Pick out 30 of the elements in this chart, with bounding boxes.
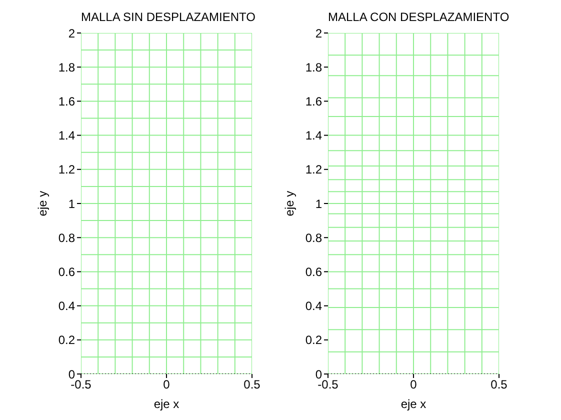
y-tick-label: 0.2 — [58, 333, 76, 348]
y-tick-label: 0.6 — [305, 264, 322, 279]
chart-title: MALLA CON DESPLAZAMIENTO — [328, 10, 510, 24]
y-tick-label: 0.4 — [305, 299, 322, 314]
y-tick-label: 0.2 — [305, 333, 322, 348]
x-tick-label: 0.5 — [244, 378, 261, 392]
y-tick-label: 1.8 — [58, 60, 76, 74]
y-tick-label: 1 — [315, 196, 322, 211]
x-tick-label: 0.5 — [490, 378, 508, 392]
y-tick-label: 2 — [68, 26, 76, 40]
x-axis-title: eje x — [154, 397, 180, 411]
chart-title: MALLA SIN DESPLAZAMIENTO — [81, 10, 256, 24]
x-tick-label: 0 — [410, 378, 418, 392]
y-tick-label: 0.6 — [58, 264, 76, 279]
y-axis-title: eje y — [282, 190, 296, 216]
y-tick-label: 1.2 — [58, 162, 76, 177]
y-tick-label: 1.8 — [305, 60, 322, 74]
y-tick-label: 1.6 — [58, 94, 76, 108]
y-tick-label: 1.6 — [305, 94, 322, 108]
y-tick-label: 0.8 — [305, 230, 322, 245]
y-tick-label: 0.4 — [58, 299, 76, 314]
y-tick-label: 1 — [68, 196, 76, 211]
x-axis-title: eje x — [400, 397, 426, 411]
y-tick-label: 2 — [315, 26, 322, 40]
y-tick-label: 1.2 — [305, 162, 322, 177]
y-tick-label: 0.8 — [58, 230, 76, 245]
y-axis-title: eje y — [35, 190, 50, 216]
x-tick-label: 0 — [163, 378, 170, 392]
y-tick-label: 1.4 — [58, 128, 76, 143]
y-tick-label: 1.4 — [305, 128, 322, 143]
